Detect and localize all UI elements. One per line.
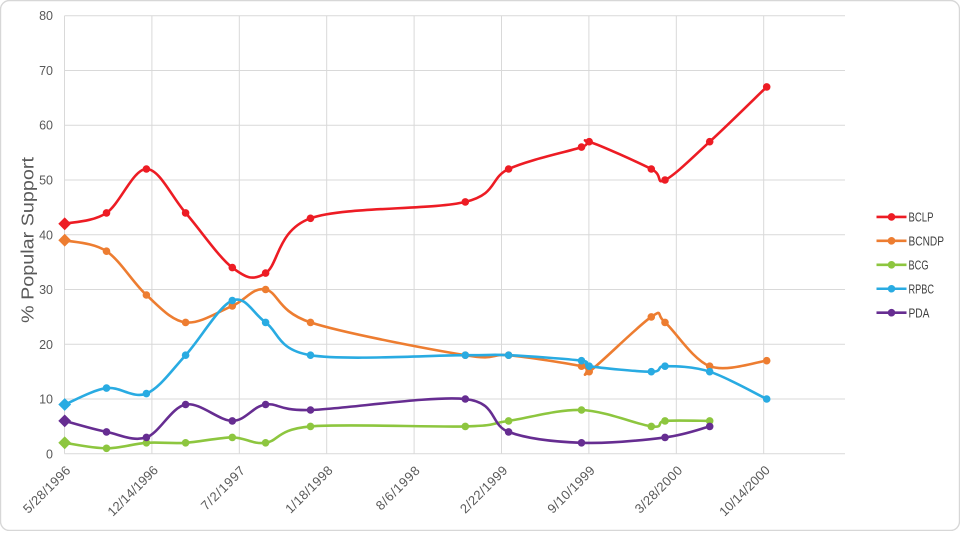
svg-text:60: 60: [39, 119, 53, 133]
svg-text:40: 40: [39, 228, 53, 242]
svg-text:PDA: PDA: [909, 306, 931, 320]
svg-text:RPBC: RPBC: [909, 282, 935, 296]
svg-text:10: 10: [39, 393, 53, 407]
svg-text:BCNDP: BCNDP: [909, 234, 945, 248]
svg-text:20: 20: [39, 338, 53, 352]
svg-text:BCLP: BCLP: [909, 211, 934, 225]
svg-text:BCG: BCG: [909, 258, 929, 272]
svg-text:80: 80: [39, 9, 53, 23]
svg-text:0: 0: [46, 447, 53, 461]
svg-text:% Popular Support: % Popular Support: [18, 157, 38, 323]
svg-text:70: 70: [39, 64, 53, 78]
svg-text:50: 50: [39, 174, 53, 188]
svg-text:30: 30: [39, 283, 53, 297]
